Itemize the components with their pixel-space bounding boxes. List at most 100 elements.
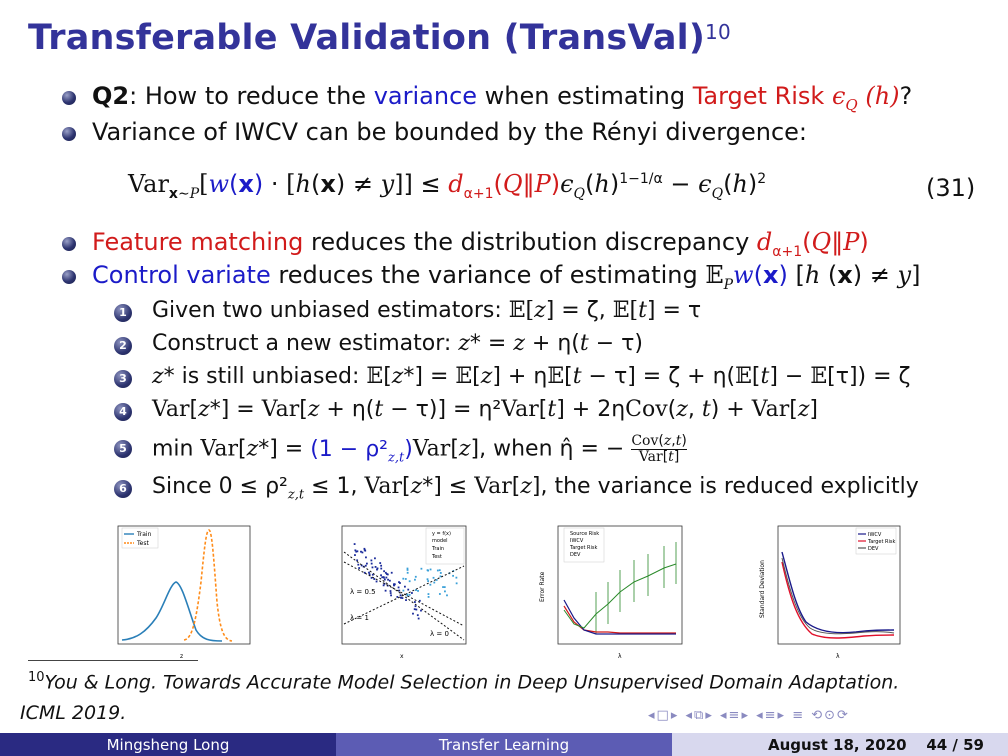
std-plot: IWCV Target Risk DEV Standard Deviation … [759, 525, 901, 660]
dev-line [563, 563, 677, 629]
plot1-xlabel: z [180, 653, 183, 660]
variance-line: Variance of IWCV can be bounded by the R… [92, 118, 807, 146]
legend-test: Test [136, 540, 149, 547]
footnote-rule [28, 660, 198, 661]
nav-align-icon[interactable]: ≡ [792, 708, 806, 723]
scatter-point [444, 590, 446, 593]
legend-iwcv: IWCV [868, 532, 882, 538]
scatter-point [426, 578, 429, 581]
scatter-point [406, 567, 409, 570]
legend-dev: DEV [570, 552, 581, 558]
scatter-point [435, 579, 438, 581]
scatter-point [354, 554, 356, 556]
plot3-xlabel: λ [618, 653, 622, 660]
scatter-point [389, 592, 392, 594]
fit-line-1 [343, 561, 465, 627]
scatter-point [365, 556, 367, 559]
nav-section-icon[interactable]: ≡ [728, 708, 742, 723]
scatter-point [418, 599, 421, 602]
legend-test: Test [431, 554, 442, 560]
scatter-point [380, 567, 383, 570]
step-number-5: 5 [114, 440, 132, 458]
scatter-point [398, 581, 400, 584]
scatter-point [455, 582, 458, 585]
scatter-point [406, 593, 409, 596]
scatter-point [383, 578, 386, 581]
equation-number: (31) [926, 174, 976, 202]
scatter-point [363, 571, 366, 574]
scatter-point [420, 567, 423, 570]
footer-date-page: August 18, 2020 44 / 59 [672, 733, 1008, 756]
footer-course: Transfer Learning [336, 733, 672, 756]
scatter-point [380, 574, 382, 577]
step-4: Var[z*] = Var[z + η(t − τ)] = η²Var[t] +… [152, 397, 818, 422]
scatter-point [420, 609, 422, 612]
scatter-point [439, 572, 442, 574]
equation-31: Varx∼P[w(x) · [h(x) ≠ y]] ≤ dα+1(Q‖P)ϵQ(… [128, 170, 767, 202]
nav-frame-icon[interactable]: □ [656, 708, 671, 723]
scatter-point [415, 608, 418, 611]
step-2: Construct a new estimator: z* = z + η(t … [152, 331, 643, 356]
scatter-point [412, 612, 414, 615]
nav-prev-icon[interactable]: ◂ [648, 708, 657, 723]
beamer-nav-controls[interactable]: ◂□▸ ◂⧉▸ ◂≡▸ ◂≡▸ ≡ ⟲⊙⟳ [648, 708, 850, 723]
dev-std-line [781, 557, 895, 635]
scatter-point [406, 594, 409, 597]
legend-iwcv: IWCV [570, 538, 584, 544]
scatter-point [382, 584, 385, 587]
scatter-point [366, 562, 368, 565]
nav-next-icon[interactable]: ▸ [777, 708, 787, 723]
scatter-point [386, 573, 389, 576]
slide-title: Transferable Validation (TransVal)10 [28, 18, 731, 58]
scatter-point [376, 567, 379, 570]
plot3-ylabel: Error Rate [539, 571, 546, 602]
scatter-point [353, 543, 356, 545]
scatter-point [382, 576, 385, 578]
scatter-point [443, 586, 446, 589]
nav-prev-icon[interactable]: ◂ [756, 708, 765, 723]
scatter-point [368, 571, 370, 574]
nav-search-icon[interactable]: ⟲⊙⟳ [811, 708, 850, 723]
step-5: min Var[z*] = (1 − ρ²z,t)Var[z], when η̂… [152, 433, 687, 465]
scatter-point [384, 589, 387, 592]
scatter-point [408, 580, 411, 583]
scatter-point [393, 584, 395, 587]
nav-subsection-icon[interactable]: ⧉ [694, 708, 706, 723]
feature-matching-line: Feature matching reduces the distributio… [92, 228, 869, 260]
scatter-point [446, 594, 448, 597]
test-curve [183, 529, 233, 642]
scatter-point [387, 578, 389, 581]
nav-section-icon[interactable]: ≡ [764, 708, 778, 723]
nav-next-icon[interactable]: ▸ [670, 708, 680, 723]
scatter-point [364, 564, 367, 567]
footnote: 10You & Long. Towards Accurate Model Sel… [28, 670, 900, 694]
scatter-point [363, 547, 366, 550]
step-1: Given two unbiased estimators: 𝔼[z] = ζ,… [152, 298, 702, 323]
dev-error-bars [595, 542, 677, 634]
scatter-point [405, 599, 407, 602]
nav-prev-icon[interactable]: ◂ [720, 708, 729, 723]
legend-model: model [432, 538, 448, 544]
plot4-ylabel: Standard Deviation [759, 560, 766, 618]
scatter-point [370, 576, 373, 579]
scatter-point [375, 580, 378, 583]
iwcv-std-line [781, 551, 895, 634]
scatter-point [404, 578, 407, 580]
scatter-point [383, 570, 385, 573]
scatter-point [389, 590, 392, 592]
nav-next-icon[interactable]: ▸ [741, 708, 750, 723]
fit-line-0.5 [343, 551, 465, 641]
scatter-point [384, 571, 387, 574]
plot4-xlabel: λ [836, 653, 840, 660]
scatter-point [360, 550, 362, 553]
scatter-point [399, 594, 402, 597]
footer-date: August 18, 2020 [768, 735, 907, 754]
annot-lambda-1: λ = 1 [350, 614, 369, 622]
scatter-point [370, 559, 373, 562]
density-plot: Train Test z [117, 525, 251, 660]
scatter-point [414, 601, 416, 603]
step-number-4: 4 [114, 403, 132, 421]
nav-next-icon[interactable]: ▸ [705, 708, 714, 723]
scatter-point [397, 586, 400, 589]
nav-prev-icon[interactable]: ◂ [685, 708, 695, 723]
